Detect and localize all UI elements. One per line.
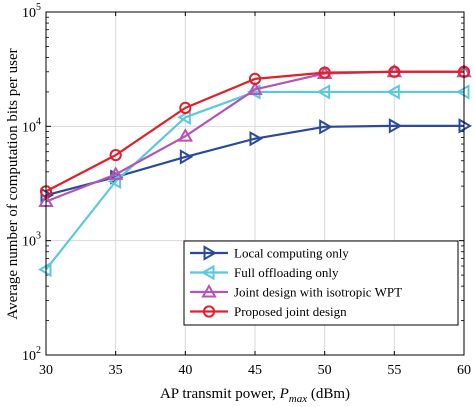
data-point-marker — [179, 149, 194, 165]
data-point-marker — [319, 119, 333, 135]
x-axis-label-unit: (dBm) — [307, 386, 350, 402]
x-axis-label: AP transmit power, Pmax (dBm) — [160, 386, 350, 405]
plot-frame — [45, 11, 465, 356]
data-point-marker — [177, 128, 194, 142]
legend-marker — [203, 245, 218, 261]
legend-marker — [201, 283, 217, 298]
y-tick-label: 105 — [22, 2, 41, 21]
data-point-marker — [386, 84, 400, 100]
data-point-marker — [249, 130, 264, 147]
legend-label: Joint design with isotropic WPT — [234, 285, 402, 300]
ticks: 30 35 40 45 50 55 60 102 103 104 105 — [22, 2, 471, 378]
data-point-marker — [37, 261, 52, 278]
data-point-marker — [109, 149, 122, 162]
legend-item: Local computing only — [190, 245, 349, 261]
data-point-marker — [318, 66, 331, 79]
x-axis-label-var: P — [279, 386, 289, 402]
legend: Local computing only Full offloading only… — [183, 240, 459, 326]
x-tick-label: 35 — [109, 363, 123, 378]
y-tick-label: 104 — [22, 116, 41, 135]
data-point-marker — [458, 118, 473, 134]
x-tick-label: 45 — [248, 363, 262, 378]
data-point-marker — [388, 118, 403, 134]
y-tick-label: 102 — [22, 345, 41, 364]
series-line — [45, 70, 464, 193]
legend-item: Joint design with isotropic WPT — [190, 283, 402, 300]
data-point-marker — [455, 84, 470, 100]
x-tick-label: 60 — [457, 363, 471, 378]
legend-label: Full offloading only — [234, 265, 339, 280]
series-group — [37, 63, 473, 278]
y-axis-label: Average number of computation bits per u… — [5, 48, 21, 319]
x-tick-label: 50 — [318, 363, 332, 378]
data-point-marker — [388, 65, 401, 78]
data-point-marker — [107, 166, 124, 180]
legend-marker — [202, 305, 216, 318]
legend-box — [183, 240, 459, 326]
x-axis-label-sub: max — [289, 393, 307, 405]
x-axis-label-main: AP transmit power, — [160, 386, 280, 402]
data-point-marker — [177, 109, 191, 126]
legend-item: Full offloading only — [190, 264, 339, 281]
x-tick-label: 30 — [39, 363, 53, 378]
legend-label: Proposed joint design — [234, 304, 347, 319]
data-point-marker — [316, 84, 331, 100]
legend-marker — [200, 264, 215, 281]
data-point-marker — [248, 72, 262, 85]
series-line — [45, 90, 464, 271]
data-point-marker — [179, 101, 192, 114]
legend-item: Proposed joint design — [190, 304, 347, 319]
x-tick-label: 40 — [178, 363, 192, 378]
x-tick-label: 55 — [387, 363, 401, 378]
legend-label: Local computing only — [234, 246, 349, 261]
y-tick-label: 103 — [22, 231, 41, 250]
data-point-marker — [247, 81, 263, 95]
